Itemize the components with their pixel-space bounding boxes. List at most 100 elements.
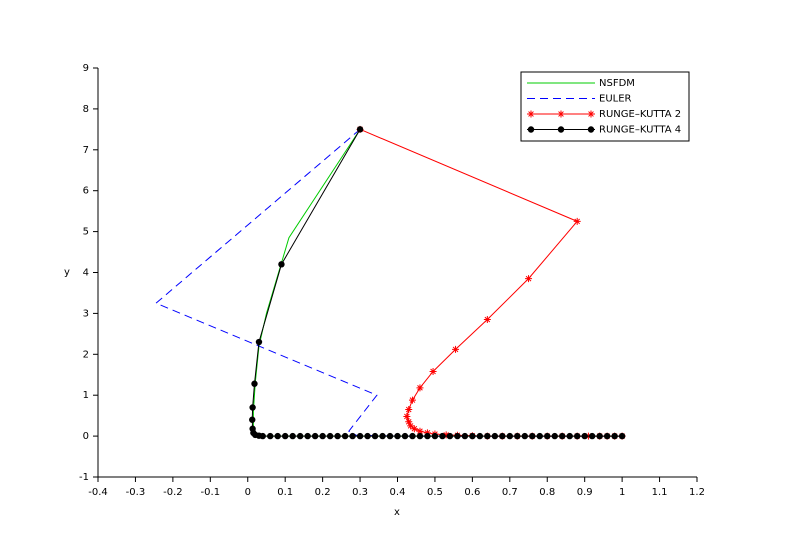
point: [311, 432, 319, 440]
legend-marker: [557, 110, 565, 118]
point: [304, 432, 311, 440]
point: [551, 432, 558, 440]
point: [491, 432, 499, 440]
point: [416, 427, 424, 435]
point: [521, 432, 528, 440]
point: [409, 432, 416, 440]
point: [281, 432, 289, 440]
point: [603, 432, 611, 440]
point: [379, 432, 386, 440]
point: [386, 432, 394, 440]
point: [431, 432, 439, 440]
point: [401, 432, 409, 440]
legend-marker: [557, 126, 565, 133]
x-tick-label: 1.2: [689, 487, 705, 498]
point: [424, 432, 431, 440]
legend-marker: [587, 110, 595, 118]
point: [249, 416, 256, 423]
point: [573, 217, 581, 225]
y-tick-label: 0: [83, 431, 89, 442]
point: [289, 432, 296, 440]
y-tick-label: 6: [83, 186, 89, 197]
x-tick-label: 0.4: [390, 487, 406, 498]
point: [446, 432, 454, 440]
point: [461, 432, 469, 440]
x-tick-label: 0.8: [539, 487, 555, 498]
point: [334, 432, 341, 440]
x-tick-label: -0.4: [88, 487, 108, 498]
point: [611, 432, 618, 440]
x-tick-label: 1.1: [652, 487, 668, 498]
point: [405, 418, 413, 426]
point: [407, 422, 415, 430]
legend-marker: [527, 126, 535, 133]
point: [319, 432, 326, 440]
point: [581, 432, 588, 440]
y-tick-label: 5: [83, 227, 89, 238]
y-tick-label: 7: [83, 145, 89, 156]
point: [356, 126, 364, 133]
point: [278, 261, 285, 268]
legend-marker: [527, 110, 535, 118]
series-line: [155, 128, 623, 437]
legend-label: RUNGE–KUTTA 4: [599, 125, 681, 136]
point: [371, 432, 379, 440]
point: [423, 429, 431, 437]
legend-label: EULER: [599, 94, 632, 105]
x-tick-label: 0.6: [464, 487, 480, 498]
point: [416, 432, 424, 440]
x-axis-label: x: [394, 507, 400, 518]
legend-marker: [587, 126, 595, 133]
point: [506, 432, 514, 440]
point: [618, 432, 626, 440]
point: [439, 432, 446, 440]
legend-label: RUNGE–KUTTA 2: [599, 109, 681, 120]
series-line: [359, 128, 623, 437]
point: [452, 345, 460, 353]
point: [341, 432, 349, 440]
point: [349, 432, 356, 440]
y-tick-label: 2: [83, 349, 89, 360]
y-tick-label: 3: [83, 308, 89, 319]
point: [525, 275, 533, 283]
point: [364, 432, 371, 440]
point: [416, 384, 424, 392]
y-tick-label: 1: [83, 390, 89, 401]
point: [469, 432, 476, 440]
point: [442, 431, 450, 439]
x-tick-label: 0.1: [277, 487, 293, 498]
x-tick-label: -0.3: [126, 487, 146, 498]
series-line: [252, 129, 623, 437]
legend-label: NSFDM: [599, 78, 635, 89]
point: [408, 396, 416, 404]
series-line: [251, 129, 623, 437]
x-tick-label: -0.1: [201, 487, 221, 498]
point: [529, 432, 536, 440]
x-tick-label: 0.5: [427, 487, 443, 498]
point: [429, 367, 437, 375]
point: [410, 425, 418, 433]
point: [356, 432, 364, 440]
point: [574, 432, 581, 440]
point: [476, 432, 484, 440]
point: [484, 432, 491, 440]
y-tick-label: 9: [83, 63, 89, 74]
point: [514, 432, 521, 440]
point: [403, 412, 411, 420]
x-tick-label: 0.9: [577, 487, 593, 498]
point: [274, 432, 281, 440]
x-tick-label: 0.3: [352, 487, 368, 498]
y-tick-label: -1: [79, 472, 89, 483]
point: [499, 432, 506, 440]
point: [255, 338, 263, 346]
y-tick-label: 8: [83, 104, 89, 115]
x-tick-label: 1: [619, 487, 625, 498]
y-axis-label: y: [64, 267, 70, 278]
point: [296, 432, 304, 440]
point: [544, 432, 551, 440]
point: [326, 432, 334, 440]
point: [559, 432, 566, 440]
x-tick-label: -0.2: [163, 487, 183, 498]
point: [267, 432, 274, 440]
